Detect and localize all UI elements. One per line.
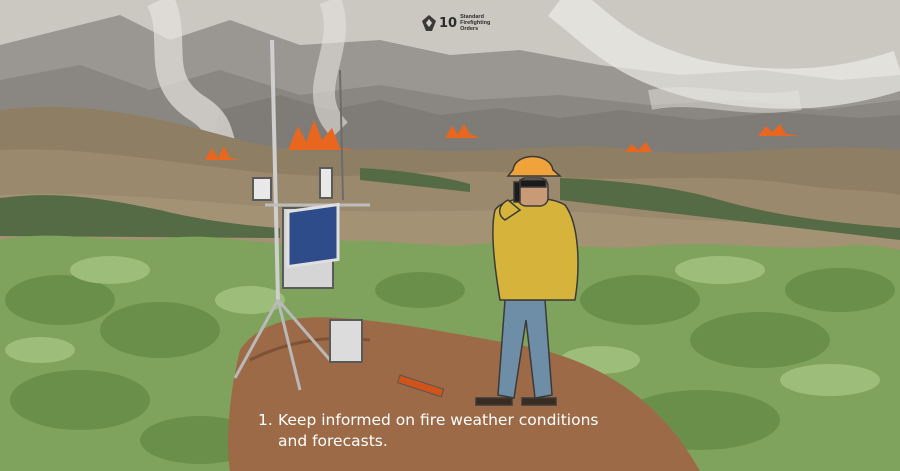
caption-line-1: Keep informed on fire weather conditions [278,411,599,429]
firefighter [475,155,579,406]
ten-orders-logo: 10 Standard Firefighting Orders [422,14,490,32]
logo-text: Standard Firefighting Orders [460,14,490,32]
logo-text-line: Standard [460,14,484,20]
logo-text-line: Orders [460,26,479,32]
firefighter-emblem-icon [422,15,436,31]
logo-text-line: Firefighting [460,20,491,26]
weather-station [233,39,445,398]
order-caption: 1. Keep informed on fire weather conditio… [258,410,598,452]
logo-number: 10 [439,15,458,31]
caption-line-2: and forecasts. [278,432,388,450]
order-number: 1. [258,411,273,429]
